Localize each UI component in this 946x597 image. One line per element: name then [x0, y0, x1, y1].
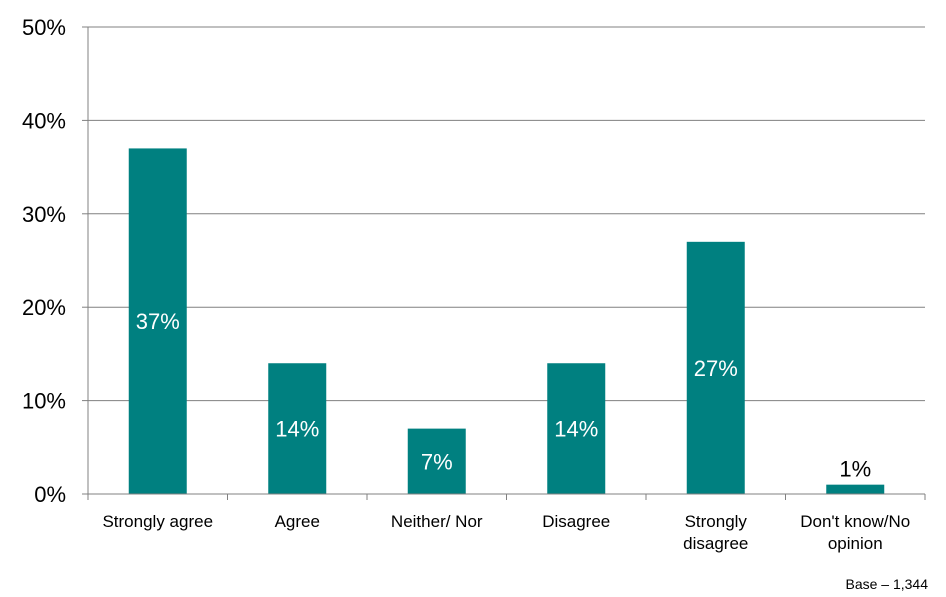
- base-footnote: Base – 1,344: [845, 576, 928, 592]
- y-tick-label: 0%: [34, 482, 66, 507]
- y-axis: 0% 10% 20% 30% 40% 50%: [22, 15, 89, 507]
- data-label: 37%: [136, 309, 180, 334]
- bar: [826, 484, 885, 494]
- data-label: 14%: [275, 417, 319, 442]
- data-label: 14%: [554, 417, 598, 442]
- bar: [128, 148, 187, 495]
- x-axis: Strongly agree Agree Neither/ Nor Disagree S…: [87, 493, 926, 553]
- y-tick-label: 20%: [22, 295, 66, 320]
- data-label: 1%: [839, 457, 871, 482]
- bar: [686, 241, 745, 494]
- x-tick-label: Don't know/No opinion: [800, 512, 910, 553]
- x-tick-label: Disagree: [542, 512, 610, 531]
- bar: [547, 363, 606, 494]
- data-label: 27%: [694, 356, 738, 381]
- y-tick-label: 30%: [22, 202, 66, 227]
- y-tick-label: 40%: [22, 108, 66, 133]
- gridlines: [88, 26, 925, 402]
- x-tick-label: Neither/ Nor: [391, 512, 483, 531]
- x-tick-label: Strongly disagree: [683, 512, 748, 553]
- x-tick-label: Strongly agree: [102, 512, 213, 531]
- y-tick-label: 10%: [22, 389, 66, 414]
- y-tick-label: 50%: [22, 15, 66, 40]
- bar: [268, 363, 327, 494]
- bars: [128, 148, 885, 495]
- data-label: 7%: [421, 449, 453, 474]
- x-tick-label: Agree: [275, 512, 320, 531]
- data-labels: 37% 14% 7% 14% 27% 1%: [136, 309, 871, 481]
- bar: [407, 428, 466, 494]
